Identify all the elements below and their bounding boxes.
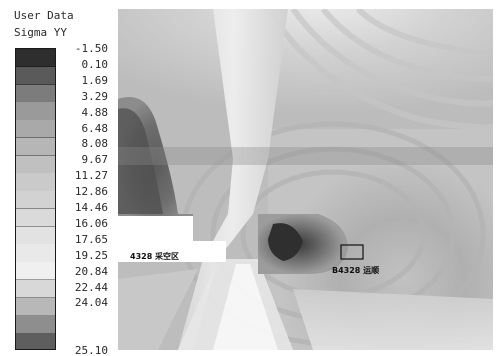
legend-title-line2: Sigma YY [14,26,67,39]
goaf-label: 4328 采空区 [130,251,179,261]
legend-swatch [16,226,55,245]
legend-tick-label: 16.06 [74,216,108,230]
legend-tick-label: 4.88 [81,105,109,119]
contour-svg: 4328 采空区 B4328 运顺 [118,9,493,350]
legend-swatch [16,208,55,228]
legend-swatch [16,191,55,210]
legend-swatch [16,333,55,349]
legend-swatch [16,244,55,263]
color-legend: User Data Sigma YY -1.50 0.10 1.69 3.29 4.88… [0,0,118,356]
legend-swatch [16,297,55,316]
legend-tick-label: 11.27 [74,169,108,183]
bottom-fan-right [293,289,493,350]
goaf-area [118,216,226,262]
legend-color-bar [15,48,56,350]
legend-swatch [16,84,55,103]
legend-swatch [16,137,55,157]
legend-tick-label: -1.50 [74,42,108,55]
legend-swatch [16,173,55,192]
legend-swatch [16,102,55,121]
central-relief-stripe [213,264,278,350]
legend-swatch [16,315,55,334]
legend-tick-label: 25.10 [74,344,108,356]
roadway-label: B4328 运顺 [332,266,379,275]
legend-swatch [16,262,55,281]
legend-tick-label: 8.08 [81,137,109,151]
stress-band [118,147,493,165]
legend-tick-label: 1.69 [81,73,109,87]
legend-swatch [16,279,55,299]
legend-tick-label: 9.67 [81,153,109,167]
legend-tick-label: 6.48 [81,121,109,135]
legend-tick-label: 20.84 [74,264,108,278]
left-dark-core [118,108,163,214]
legend-title-line1: User Data [14,9,74,22]
legend-tick-label: 17.65 [74,232,108,246]
legend-swatch [16,66,55,85]
legend-swatch [16,120,55,139]
legend-tick-label: 3.29 [81,89,109,103]
legend-swatch [16,49,55,68]
legend-tick-label: 12.86 [74,185,108,199]
central-relief-zone [178,9,288,350]
roadway-outline [340,244,364,260]
legend-swatch [16,155,55,174]
bottom-fan-left [118,269,198,350]
contour-rings-upper [265,9,493,131]
legend-tick-label: 24.04 [74,296,108,310]
legend-tick-label: 14.46 [74,201,108,214]
legend-tick-label: 0.10 [81,57,109,71]
legend-tick-label: 22.44 [74,280,108,294]
right-dark-core [268,223,303,261]
contour-plot-area: 4328 采空区 B4328 运顺 [118,9,493,350]
legend-tick-label: 19.25 [74,248,108,262]
